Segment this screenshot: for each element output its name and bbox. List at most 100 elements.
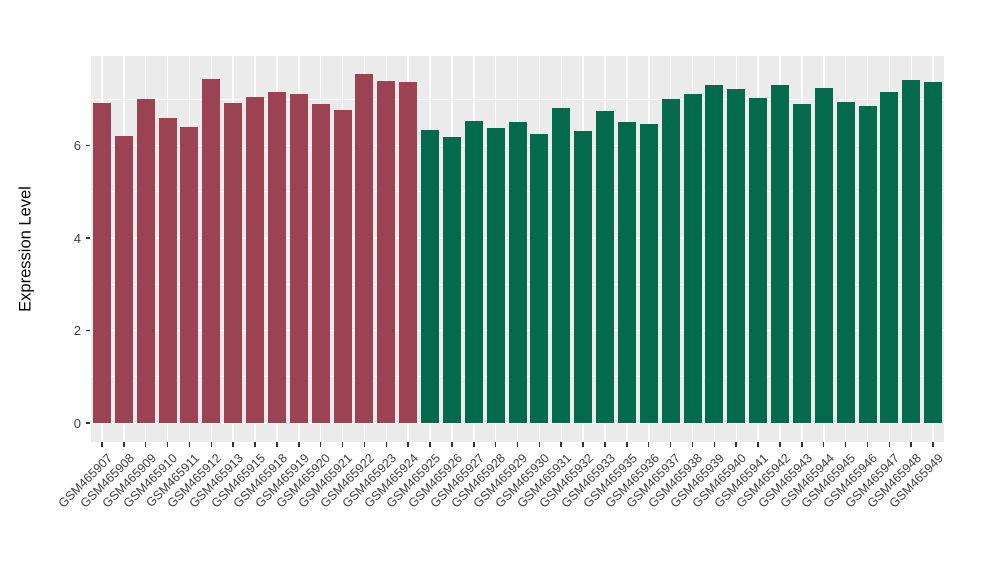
bar <box>486 128 505 423</box>
bar-slot <box>769 56 791 442</box>
bar <box>421 130 440 423</box>
x-tick-mark <box>363 442 366 447</box>
bar-slot <box>507 56 529 442</box>
bar-slot <box>485 56 507 442</box>
x-tick-mark <box>779 442 781 447</box>
bar-slot <box>660 56 682 442</box>
bar-slot <box>91 56 113 442</box>
bar-slot <box>638 56 660 442</box>
x-tick-mark <box>451 442 453 447</box>
bar-slot <box>179 56 201 442</box>
y-tick-mark <box>85 329 90 332</box>
bar-slot <box>310 56 332 442</box>
bar-slot <box>747 56 769 442</box>
x-tick-mark <box>801 442 803 447</box>
bar-slot <box>200 56 222 442</box>
bar-slot <box>857 56 879 442</box>
bar <box>552 108 571 423</box>
x-tick-mark <box>210 442 213 447</box>
x-tick-mark <box>582 442 584 447</box>
x-tick-mark <box>276 442 278 447</box>
x-tick-mark <box>604 442 606 447</box>
x-tick-mark <box>298 442 300 447</box>
x-tick-mark <box>319 442 322 447</box>
bar <box>158 118 177 423</box>
x-tick-mark <box>473 442 475 447</box>
x-tick-mark <box>757 442 759 447</box>
bar-slot <box>791 56 813 442</box>
bar-slot <box>529 56 551 442</box>
x-tick-mark <box>844 442 847 447</box>
bar <box>92 102 111 423</box>
y-tick-label: 0 <box>73 415 81 431</box>
bar-slot <box>288 56 310 442</box>
bar <box>683 93 702 423</box>
bar <box>246 97 265 423</box>
bar <box>530 134 549 423</box>
bar <box>464 121 483 423</box>
x-tick-mark <box>626 442 628 447</box>
bar-slot <box>113 56 135 442</box>
bar <box>814 88 833 423</box>
bar-slot <box>594 56 616 442</box>
bar <box>639 124 658 423</box>
x-tick-mark <box>385 442 388 447</box>
bar-slot <box>441 56 463 442</box>
bar-slot <box>419 56 441 442</box>
bar <box>902 80 921 423</box>
bar-slot <box>332 56 354 442</box>
bar <box>136 99 155 423</box>
x-tick-mark <box>910 442 912 447</box>
bar-slot <box>879 56 901 442</box>
x-tick-mark <box>494 442 497 447</box>
x-tick-mark <box>516 442 519 447</box>
bar-slot <box>244 56 266 442</box>
bar <box>858 106 877 423</box>
y-tick-mark <box>85 144 90 147</box>
bars-layer <box>91 56 944 442</box>
x-tick-mark <box>560 442 562 447</box>
x-tick-mark <box>407 442 409 447</box>
bar-slot <box>572 56 594 442</box>
bar-slot <box>397 56 419 442</box>
bar-slot <box>682 56 704 442</box>
bar-slot <box>922 56 944 442</box>
y-tick-label: 2 <box>73 323 81 338</box>
bar <box>596 110 615 423</box>
bar-slot <box>266 56 288 442</box>
bar-slot <box>463 56 485 442</box>
bar <box>224 102 243 423</box>
bar-slot <box>135 56 157 442</box>
x-tick-mark <box>101 442 103 447</box>
x-tick-mark <box>888 442 891 447</box>
x-tick-mark <box>123 442 125 447</box>
bar <box>355 74 374 423</box>
bar <box>180 127 199 423</box>
bar-slot <box>354 56 376 442</box>
bar <box>617 121 636 423</box>
bar-slot <box>157 56 179 442</box>
bar-slot <box>616 56 638 442</box>
y-tick-mark <box>85 422 90 424</box>
bar <box>114 136 133 423</box>
bar <box>880 92 899 423</box>
y-tick-label: 4 <box>73 230 81 246</box>
x-tick-mark <box>538 442 541 447</box>
plot-panel <box>91 56 944 442</box>
bar <box>792 103 811 423</box>
x-tick-mark <box>341 442 344 447</box>
bar <box>771 85 790 423</box>
x-tick-mark <box>691 442 694 447</box>
bar <box>836 102 855 423</box>
bar <box>202 79 221 423</box>
y-tick-label: 6 <box>73 138 81 153</box>
bar <box>333 110 352 423</box>
bar-slot <box>813 56 835 442</box>
x-tick-mark <box>429 442 431 447</box>
x-tick-mark <box>232 442 234 447</box>
bar <box>727 88 746 423</box>
x-tick-mark <box>932 442 934 447</box>
bar <box>311 104 330 423</box>
x-tick-mark <box>647 442 650 447</box>
